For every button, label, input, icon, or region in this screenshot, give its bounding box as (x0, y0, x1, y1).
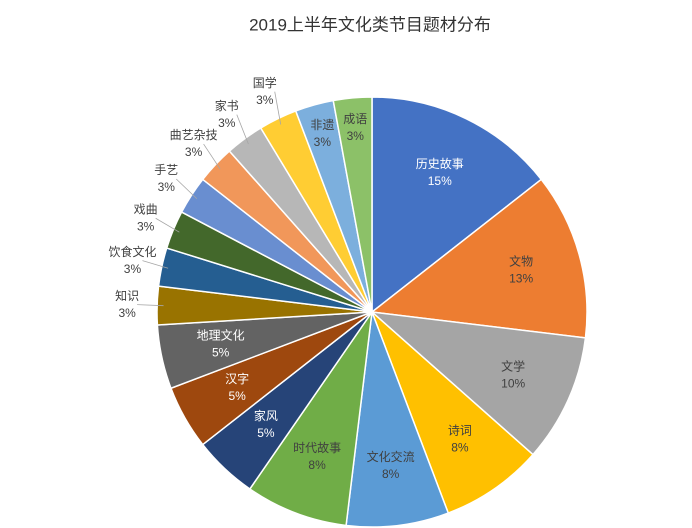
slice-value-label: 15% (428, 174, 452, 188)
slice-value-label: 5% (257, 426, 275, 440)
slice-value-label: 3% (124, 262, 142, 276)
slice-label: 成语 (343, 112, 367, 126)
slice-label: 国学 (253, 75, 277, 90)
slice-label: 家风 (254, 408, 278, 423)
slice-value-label: 3% (347, 129, 365, 143)
slice-label: 诗词 (448, 424, 472, 438)
chart-title: 2019上半年文化类节目题材分布 (249, 15, 491, 34)
slice-label: 汉字 (225, 371, 249, 386)
leader-line (203, 143, 221, 170)
slice-value-label: 3% (256, 93, 274, 107)
leader-line (274, 91, 282, 125)
pie-slice (345, 311, 450, 528)
slice-label: 手艺 (154, 163, 178, 177)
slice-label: 曲艺杂技 (170, 128, 218, 142)
slice-label: 文学 (501, 359, 525, 374)
slice-value-label: 3% (185, 145, 203, 159)
pie-slice (371, 311, 534, 514)
leader-line (175, 178, 198, 200)
slice-value-label: 3% (118, 306, 136, 320)
slice-label: 饮食文化 (108, 244, 156, 259)
slice-label: 戏曲 (134, 202, 158, 216)
slice-value-label: 8% (451, 441, 469, 455)
slice-value-label: 3% (158, 180, 176, 194)
pie-slice (332, 96, 373, 313)
slice-label: 家书 (215, 98, 239, 113)
leader-line (155, 217, 180, 233)
slice-value-label: 13% (509, 272, 533, 286)
slice-label: 时代故事 (293, 440, 341, 455)
slice-value-label: 8% (308, 458, 326, 472)
pie-slice (371, 96, 543, 314)
leader-line (142, 260, 169, 269)
slice-value-label: 5% (212, 346, 230, 360)
slice-value-label: 3% (218, 116, 236, 130)
pie-slice (369, 310, 587, 456)
slice-label: 文物 (509, 254, 533, 269)
slice-label: 历史故事 (416, 156, 464, 171)
leader-line (236, 114, 249, 145)
pie-slice (370, 178, 588, 339)
slice-value-label: 5% (228, 389, 246, 403)
slice-value-label: 3% (314, 135, 332, 149)
slice-value-label: 8% (382, 467, 400, 481)
pie-slice (248, 311, 373, 527)
leader-line (137, 304, 164, 307)
slice-label: 非遗 (310, 118, 334, 132)
slice-label: 知识 (115, 289, 139, 303)
slice-label: 地理文化 (197, 328, 245, 343)
slice-value-label: 3% (137, 219, 155, 233)
slice-label: 文化交流 (367, 449, 415, 464)
slice-value-label: 10% (501, 377, 525, 391)
